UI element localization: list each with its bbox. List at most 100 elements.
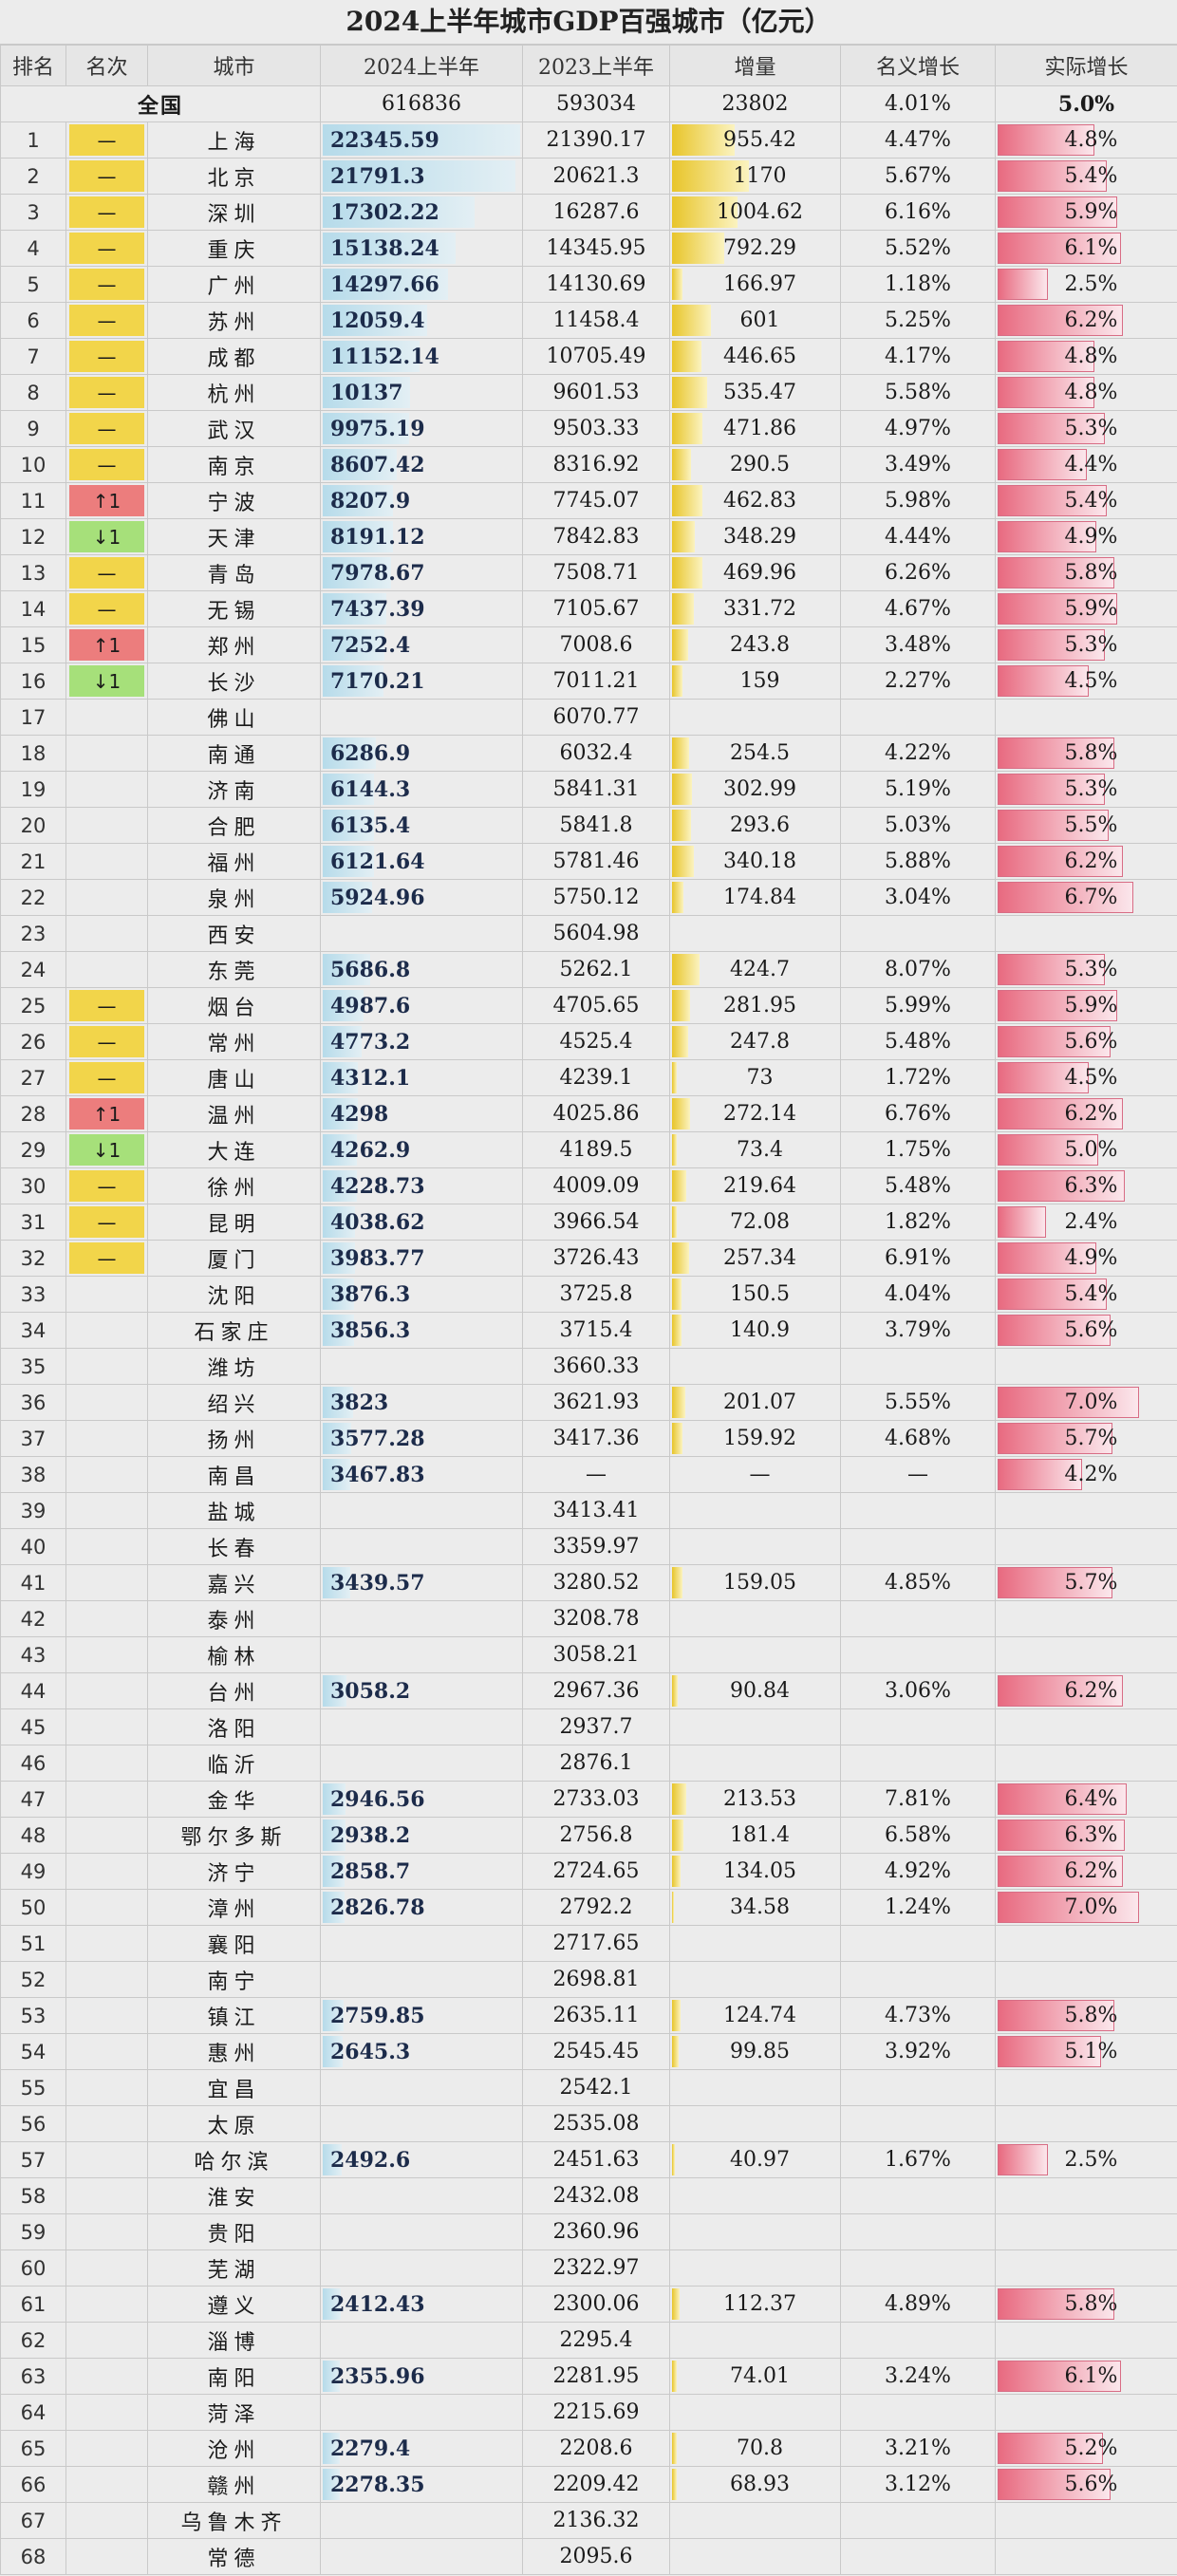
city-cell: 济南 <box>147 771 321 808</box>
table-row: 39 盐城 3413.41 <box>0 1492 1177 1529</box>
city-cell: 佛山 <box>147 699 321 736</box>
city-cell: 武汉 <box>147 410 321 447</box>
rank-change-cell: — <box>65 554 148 591</box>
gdp-2024-cell: 6135.4 <box>320 807 523 844</box>
rank-change-cell <box>65 843 148 880</box>
gdp-2023-cell: 8316.92 <box>522 446 670 483</box>
rank-change-cell <box>65 1564 148 1601</box>
increase-value: 74.01 <box>730 2364 790 2388</box>
increase-cell: 247.8 <box>669 1023 841 1060</box>
city-cell: 北京 <box>147 158 321 195</box>
gdp-2024-cell <box>320 1528 523 1565</box>
increase-cell: 348.29 <box>669 518 841 555</box>
increase-cell <box>669 1925 841 1962</box>
increase-bar <box>672 124 735 156</box>
rank-cell: 9 <box>0 410 66 447</box>
gdp-2024-cell: 11152.14 <box>320 338 523 375</box>
table-row: 67 乌鲁木齐 2136.32 <box>0 2502 1177 2539</box>
rank-cell: 64 <box>0 2394 66 2431</box>
real-growth-cell: 4.9% <box>995 518 1177 555</box>
real-growth-cell <box>995 1492 1177 1529</box>
gdp-2024-cell <box>320 1636 523 1673</box>
gdp-2024-cell <box>320 699 523 736</box>
rank-cell: 68 <box>0 2538 66 2575</box>
city-cell: 榆林 <box>147 1636 321 1673</box>
rank-change-cell: ↑1 <box>65 626 148 663</box>
gdp-2023-cell: 5841.8 <box>522 807 670 844</box>
real-growth-value: 6.3% <box>1064 1823 1118 1847</box>
rank-change-cell: — <box>65 302 148 339</box>
increase-value: 293.6 <box>730 813 790 837</box>
real-growth-value: 5.6% <box>1064 1318 1118 1342</box>
rank-change-cell: — <box>65 158 148 195</box>
gdp-2023-cell: 4705.65 <box>522 987 670 1024</box>
gdp-2023-cell: 2322.97 <box>522 2249 670 2287</box>
gdp-2024-cell: 3058.2 <box>320 1672 523 1709</box>
increase-value: 150.5 <box>730 1282 790 1306</box>
city-cell: 合肥 <box>147 807 321 844</box>
gdp-2024-cell: 2412.43 <box>320 2286 523 2323</box>
city-cell: 太原 <box>147 2105 321 2142</box>
gdp-2024-cell: 5686.8 <box>320 951 523 988</box>
real-growth-value: 5.9% <box>1064 200 1118 224</box>
rank-cell: 67 <box>0 2502 66 2539</box>
real-growth-value: 2.4% <box>1064 1210 1118 1234</box>
gdp-2024-value: 2492.6 <box>330 2147 411 2173</box>
gdp-2024-value: 3856.3 <box>330 1317 411 1343</box>
real-growth-value: 4.8% <box>1064 128 1118 152</box>
gdp-2024-value: 12059.4 <box>330 308 425 333</box>
table-row: 9— 武汉 9975.19 9503.33 471.86 4.97% 5.3% <box>0 410 1177 447</box>
real-growth-value: 4.8% <box>1064 381 1118 404</box>
increase-cell: 243.8 <box>669 626 841 663</box>
real-growth-value: 5.3% <box>1064 777 1118 801</box>
increase-bar <box>672 882 684 913</box>
real-growth-cell: 6.7% <box>995 879 1177 916</box>
rank-cell: 24 <box>0 951 66 988</box>
nominal-growth-cell <box>840 1745 996 1782</box>
real-growth-value: 6.3% <box>1064 1174 1118 1198</box>
real-growth-value: 5.4% <box>1064 489 1118 513</box>
gdp-2024-value: 4038.62 <box>330 1209 425 1235</box>
city-cell: 烟台 <box>147 987 321 1024</box>
increase-value: 174.84 <box>723 886 796 909</box>
city-cell: 苏州 <box>147 302 321 339</box>
increase-cell: 140.9 <box>669 1312 841 1349</box>
nominal-growth-cell: 5.58% <box>840 374 996 411</box>
rank-change-badge: ↓1 <box>69 665 144 697</box>
nominal-growth-cell: 2.27% <box>840 663 996 700</box>
gdp-2023-cell: 3660.33 <box>522 1348 670 1385</box>
gdp-2024-bar <box>323 1279 354 1310</box>
table-row: 6— 苏州 12059.4 11458.4 601 5.25% 6.2% <box>0 302 1177 339</box>
real-growth-bar <box>998 1783 1128 1815</box>
gdp-2023-cell: 14130.69 <box>522 266 670 303</box>
real-growth-value: 6.2% <box>1064 1859 1118 1883</box>
rank-change-cell: — <box>65 1023 148 1060</box>
real-growth-cell <box>995 1348 1177 1385</box>
gdp-2024-bar <box>323 810 375 841</box>
gdp-2024-cell: 8207.9 <box>320 482 523 519</box>
nominal-growth-cell: 6.76% <box>840 1095 996 1132</box>
nominal-growth-cell: 1.24% <box>840 1889 996 1926</box>
increase-value: 535.47 <box>723 381 796 404</box>
nominal-growth-cell: 5.88% <box>840 843 996 880</box>
rank-cell: 5 <box>0 266 66 303</box>
gdp-2024-value: 2355.96 <box>330 2363 425 2389</box>
rank-change-cell <box>65 771 148 808</box>
gdp-2023-cell: 7105.67 <box>522 590 670 627</box>
increase-bar <box>672 1892 675 1923</box>
rank-change-cell <box>65 2502 148 2539</box>
increase-bar <box>672 1675 679 1707</box>
increase-bar <box>672 1856 682 1887</box>
gdp-2024-bar <box>323 1856 346 1887</box>
rank-change-cell <box>65 2538 148 2575</box>
increase-value: 99.85 <box>730 2040 790 2063</box>
rank-cell: 40 <box>0 1528 66 1565</box>
city-cell: 昆明 <box>147 1204 321 1241</box>
rank-change-cell <box>65 915 148 952</box>
increase-bar <box>672 485 702 516</box>
nominal-growth-cell: 5.19% <box>840 771 996 808</box>
real-growth-cell: 2.5% <box>995 266 1177 303</box>
nominal-growth-cell <box>840 699 996 736</box>
rank-change-cell <box>65 1889 148 1926</box>
gdp-2023-cell: 6070.77 <box>522 699 670 736</box>
